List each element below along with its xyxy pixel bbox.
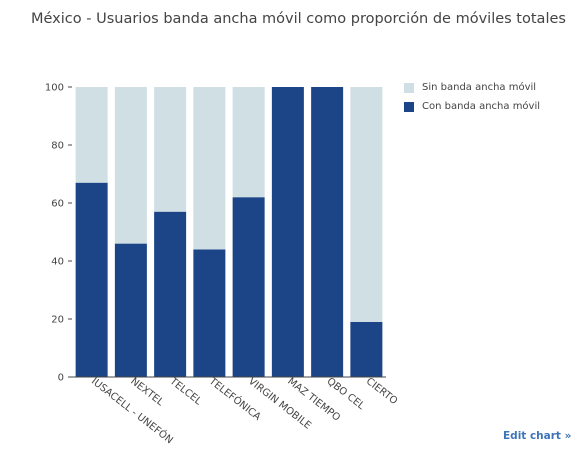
chart-title: México - Usuarios banda ancha móvil como… bbox=[31, 11, 566, 27]
bars bbox=[75, 87, 383, 377]
bar-sin-banda-ancha[interactable] bbox=[350, 87, 383, 322]
bar-con-banda-ancha[interactable] bbox=[75, 182, 108, 377]
bar-con-banda-ancha[interactable] bbox=[311, 87, 344, 377]
y-tick-label: 40 bbox=[51, 257, 64, 268]
legend-item-con-banda[interactable]: Con banda ancha móvil bbox=[404, 97, 540, 116]
bar-con-banda-ancha[interactable] bbox=[271, 87, 304, 377]
y-tick-label: 100 bbox=[45, 83, 64, 94]
legend-swatch bbox=[404, 101, 414, 112]
bar-con-banda-ancha[interactable] bbox=[154, 211, 187, 377]
bar-sin-banda-ancha[interactable] bbox=[232, 87, 265, 198]
bar-con-banda-ancha[interactable] bbox=[232, 197, 265, 377]
edit-chart-link[interactable]: Edit chart » bbox=[503, 430, 571, 442]
y-tick-label: 60 bbox=[51, 199, 64, 210]
y-axis-ticks: 0 20 40 60 80 100 bbox=[45, 83, 72, 384]
y-tick-label: 80 bbox=[51, 141, 64, 152]
x-tick-label: NEXTEL bbox=[128, 376, 165, 409]
bar-con-banda-ancha[interactable] bbox=[350, 321, 383, 377]
bar-con-banda-ancha[interactable] bbox=[193, 249, 226, 377]
bar-sin-banda-ancha[interactable] bbox=[193, 87, 226, 250]
y-tick-label: 0 bbox=[58, 373, 64, 384]
bar-sin-banda-ancha[interactable] bbox=[154, 87, 187, 212]
legend: Sin banda ancha móvil Con banda ancha mó… bbox=[404, 78, 540, 116]
legend-label: Con banda ancha móvil bbox=[422, 101, 541, 112]
y-tick-label: 20 bbox=[51, 315, 64, 326]
legend-swatch bbox=[404, 82, 414, 93]
bar-sin-banda-ancha[interactable] bbox=[75, 87, 108, 183]
legend-label: Sin banda ancha móvil bbox=[422, 82, 537, 93]
bar-sin-banda-ancha[interactable] bbox=[114, 87, 147, 244]
x-tick-label: CIERTO bbox=[364, 376, 400, 407]
bar-con-banda-ancha[interactable] bbox=[114, 243, 147, 377]
x-tick-label: TELCEL bbox=[167, 375, 204, 407]
legend-item-sin-banda[interactable]: Sin banda ancha móvil bbox=[404, 78, 540, 97]
